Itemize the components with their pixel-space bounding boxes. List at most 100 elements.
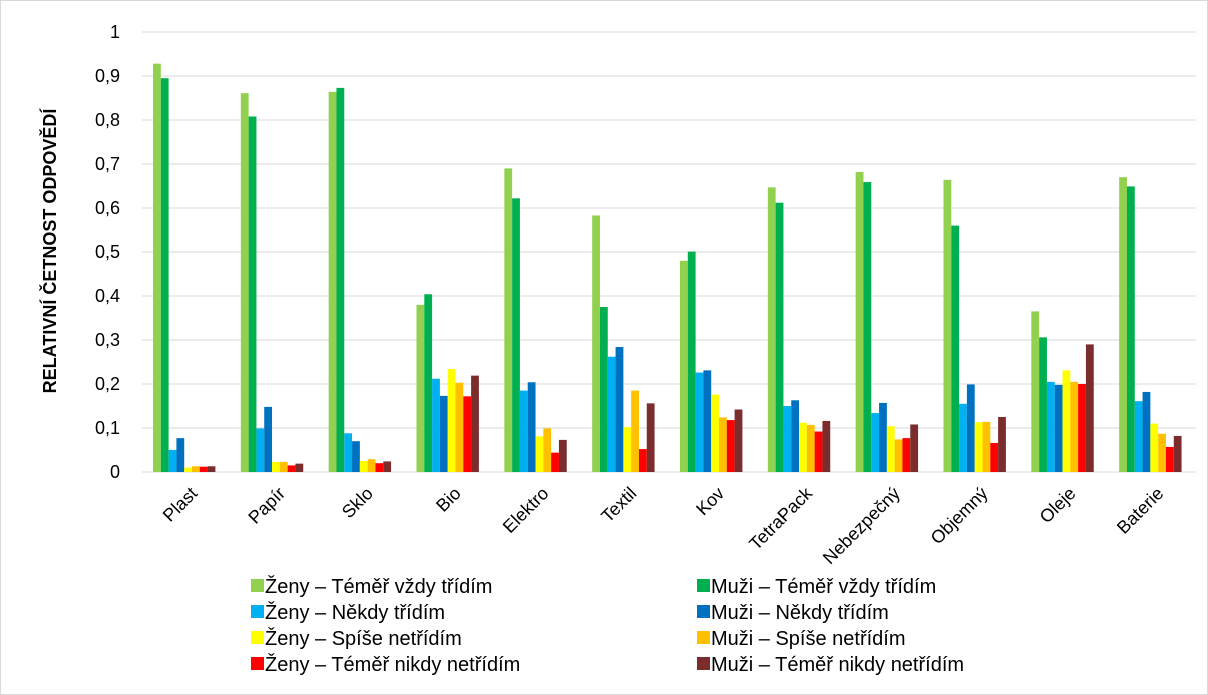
bar	[352, 441, 360, 472]
bar	[512, 198, 520, 472]
bar	[240, 93, 249, 472]
bar	[799, 422, 807, 472]
y-axis-label: RELATIVNÍ ČETNOST ODPOVĚDÍ	[39, 108, 60, 394]
bar	[535, 436, 544, 472]
bar	[447, 369, 456, 472]
bar	[287, 465, 296, 472]
y-tick-label: 0,4	[95, 286, 120, 306]
bar	[168, 450, 177, 472]
bar	[1142, 391, 1151, 472]
y-tick-label: 0,8	[95, 110, 120, 130]
legend-swatch	[697, 579, 710, 592]
bar	[1039, 337, 1047, 472]
bar	[791, 400, 800, 472]
bar	[822, 420, 831, 472]
bar	[375, 463, 384, 472]
bar	[711, 394, 719, 472]
legend: Ženy – Téměř vždy třídím Muži – Téměř vžd…	[251, 575, 964, 676]
y-tick-label: 0,7	[95, 154, 120, 174]
bar	[256, 428, 265, 472]
bar	[1070, 381, 1079, 472]
legend-swatch	[251, 631, 264, 644]
legend-swatch	[251, 579, 264, 592]
bar	[1134, 401, 1143, 472]
x-tick-label: Baterie	[1113, 483, 1167, 537]
bar	[951, 225, 960, 472]
bar	[543, 428, 552, 472]
x-tick-label: Nebezpečný	[819, 483, 904, 568]
y-tick-label: 0,6	[95, 198, 120, 218]
bar	[248, 116, 257, 472]
bar	[806, 424, 815, 472]
y-tick-label: 0,1	[95, 418, 120, 438]
bar	[855, 171, 864, 473]
x-tick-label: Sklo	[338, 483, 377, 522]
bar	[943, 179, 952, 472]
bar	[295, 463, 304, 472]
bar	[424, 294, 433, 472]
legend-swatch	[251, 605, 264, 618]
legend-label: Muži – Někdy třídím	[711, 602, 889, 624]
bar	[863, 182, 872, 473]
bar	[879, 402, 887, 472]
bar	[902, 438, 911, 472]
bar	[471, 375, 479, 472]
x-tick-label: Kov	[692, 483, 728, 519]
y-tick-label: 0,5	[95, 242, 120, 262]
bar	[184, 467, 192, 472]
bar	[1054, 384, 1063, 472]
bar	[359, 461, 368, 472]
bar	[886, 426, 895, 472]
y-tick-label: 1	[110, 22, 120, 42]
bar	[775, 202, 784, 472]
y-tick-label: 0,3	[95, 330, 120, 350]
bar	[153, 63, 161, 473]
bar	[1126, 186, 1135, 472]
bar	[455, 382, 464, 472]
bar	[192, 466, 200, 472]
x-tick-label: Elektro	[499, 483, 553, 537]
bar	[959, 403, 967, 472]
x-tick-label: Oleje	[1036, 483, 1080, 527]
bar	[687, 251, 696, 472]
x-tick-label: Textil	[597, 483, 640, 526]
bars	[153, 63, 1182, 473]
x-tick-label: Plast	[159, 483, 201, 525]
bar	[767, 187, 776, 472]
bar	[1119, 177, 1127, 472]
bar	[383, 461, 392, 472]
legend-label: Ženy – Někdy třídím	[265, 601, 445, 624]
bar	[416, 304, 425, 472]
bar	[592, 215, 600, 473]
legend-label: Ženy – Téměř nikdy netřídím	[265, 653, 520, 676]
x-tick-label: TetraPack	[745, 482, 816, 553]
bar	[1173, 435, 1182, 472]
y-tick-label: 0	[110, 462, 120, 482]
bar	[1062, 370, 1071, 472]
legend-label: Ženy – Spíše netřídím	[265, 627, 462, 650]
bar	[207, 466, 216, 472]
bar	[695, 372, 704, 472]
y-tick-labels: 0 0,1 0,2 0,3 0,4 0,5 0,6 0,7 0,8 0,9 1	[95, 22, 120, 482]
bar	[1078, 384, 1086, 472]
bar	[344, 433, 353, 472]
bar	[719, 417, 727, 472]
legend-swatch	[697, 631, 710, 644]
legend-label: Muži – Téměř vždy třídím	[711, 576, 936, 598]
x-tick-label: Papír	[244, 483, 289, 528]
bar	[910, 424, 919, 472]
bar	[336, 87, 345, 472]
bar	[871, 413, 880, 472]
legend-swatch	[697, 605, 710, 618]
legend-label: Muži – Téměř nikdy netřídím	[711, 654, 964, 676]
bar	[894, 439, 903, 472]
bar	[646, 403, 655, 472]
bar	[966, 384, 975, 472]
bar	[982, 421, 991, 472]
y-tick-label: 0,9	[95, 66, 120, 86]
bar	[631, 390, 639, 472]
bar	[272, 461, 280, 472]
bar	[623, 427, 632, 472]
bar	[1046, 381, 1055, 472]
legend-swatch	[697, 657, 710, 670]
